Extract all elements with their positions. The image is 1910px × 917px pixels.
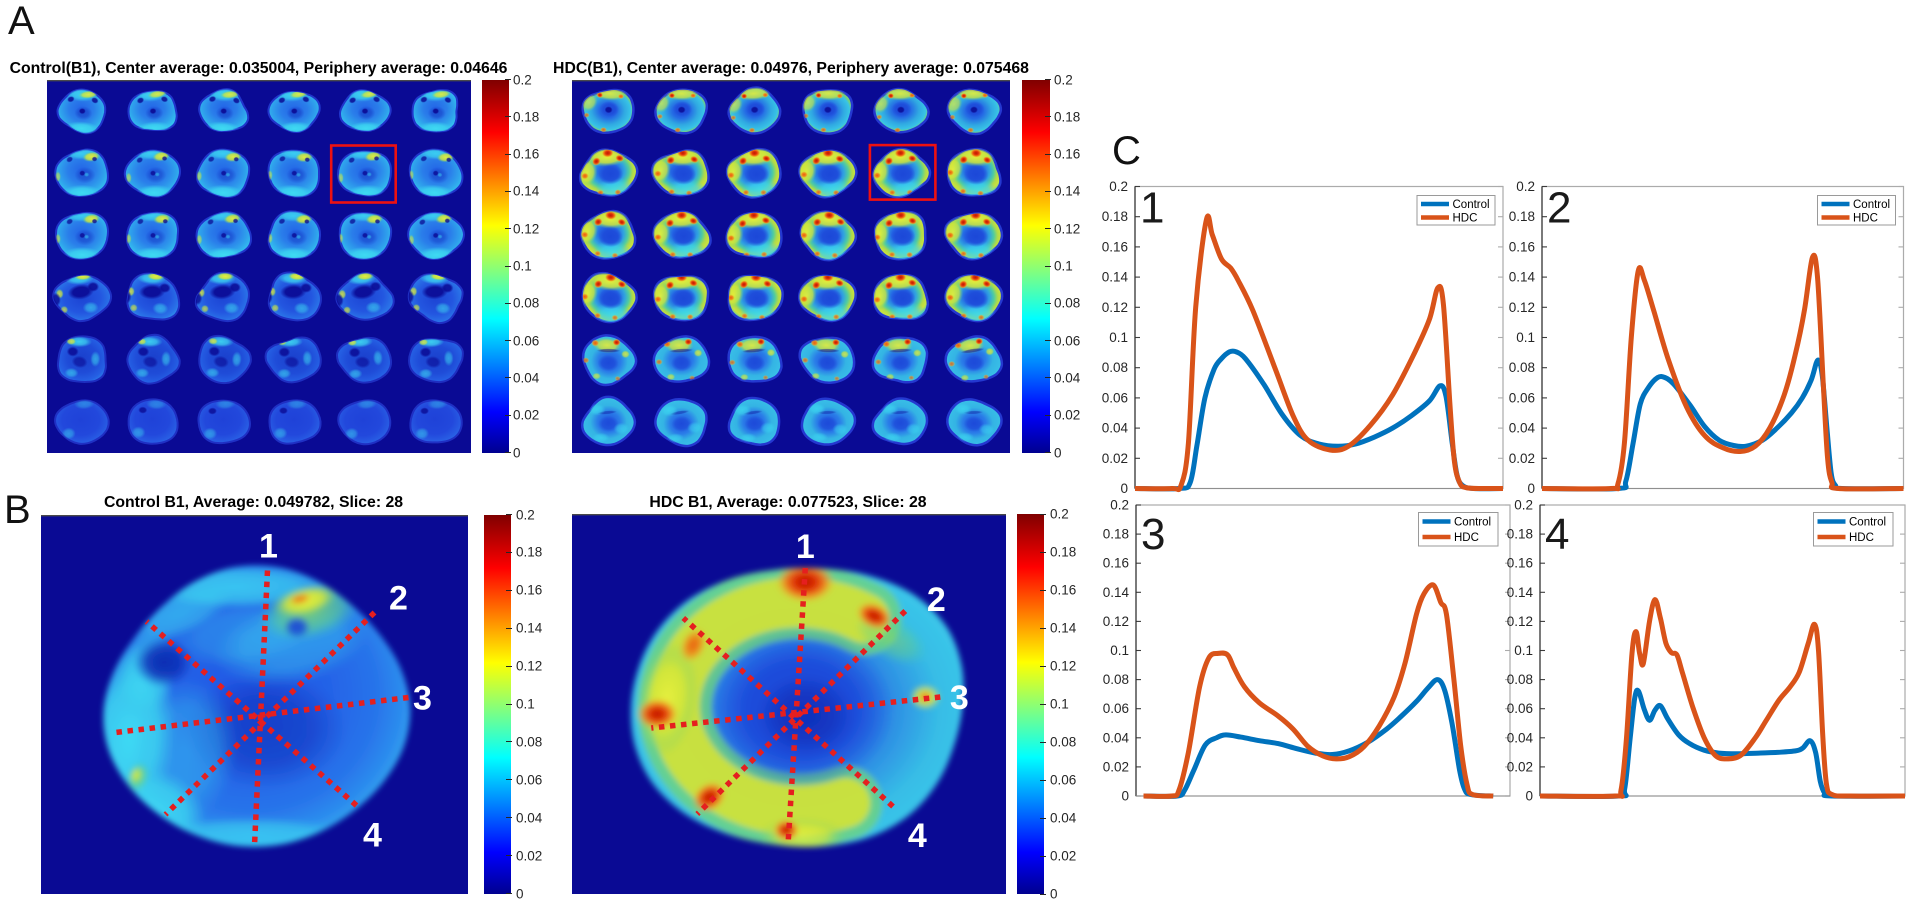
svg-text:0.12: 0.12 bbox=[1103, 614, 1129, 629]
svg-text:0.12: 0.12 bbox=[1102, 300, 1128, 315]
svg-text:3: 3 bbox=[1141, 510, 1165, 559]
svg-text:0.06: 0.06 bbox=[1509, 390, 1535, 405]
svg-text:0.18: 0.18 bbox=[1103, 527, 1129, 542]
svg-text:1: 1 bbox=[259, 527, 278, 565]
svg-text:0.08: 0.08 bbox=[1509, 360, 1535, 375]
svg-text:0.02: 0.02 bbox=[1102, 451, 1128, 466]
svg-text:0.02: 0.02 bbox=[1509, 451, 1535, 466]
svg-text:0.12: 0.12 bbox=[1507, 614, 1533, 629]
svg-text:0.06: 0.06 bbox=[1102, 390, 1128, 405]
svg-text:0: 0 bbox=[1527, 481, 1535, 496]
svg-text:0.14: 0.14 bbox=[1507, 585, 1534, 600]
svg-text:HDC: HDC bbox=[1853, 213, 1878, 225]
svg-text:0.06: 0.06 bbox=[1507, 701, 1533, 716]
svg-text:2: 2 bbox=[389, 579, 408, 617]
svg-text:0.1: 0.1 bbox=[1514, 643, 1533, 658]
svg-text:1: 1 bbox=[1140, 184, 1164, 233]
svg-text:0.16: 0.16 bbox=[1509, 239, 1535, 254]
svg-text:0.14: 0.14 bbox=[1102, 270, 1129, 285]
svg-text:0.2: 0.2 bbox=[1514, 498, 1533, 513]
svg-text:0.12: 0.12 bbox=[1509, 300, 1535, 315]
svg-text:Control: Control bbox=[1853, 199, 1890, 211]
svg-text:Control: Control bbox=[1454, 517, 1491, 529]
svg-text:0.08: 0.08 bbox=[1103, 672, 1129, 687]
svg-text:0.02: 0.02 bbox=[1103, 759, 1129, 774]
svg-text:0.14: 0.14 bbox=[1509, 270, 1536, 285]
svg-text:Control: Control bbox=[1849, 517, 1886, 529]
svg-text:0.18: 0.18 bbox=[1509, 209, 1535, 224]
svg-text:0.18: 0.18 bbox=[1102, 209, 1128, 224]
svg-text:0.14: 0.14 bbox=[1103, 585, 1130, 600]
svg-text:0.08: 0.08 bbox=[1507, 672, 1533, 687]
svg-text:0.1: 0.1 bbox=[1110, 643, 1129, 658]
svg-text:0.1: 0.1 bbox=[1109, 330, 1128, 345]
svg-text:0.2: 0.2 bbox=[1110, 498, 1129, 513]
svg-text:2: 2 bbox=[927, 581, 946, 619]
svg-text:0.2: 0.2 bbox=[1109, 179, 1128, 194]
svg-text:0.02: 0.02 bbox=[1507, 759, 1533, 774]
svg-text:0.18: 0.18 bbox=[1507, 527, 1533, 542]
svg-text:0: 0 bbox=[1525, 789, 1533, 804]
svg-text:Control: Control bbox=[1453, 199, 1490, 211]
svg-text:0.04: 0.04 bbox=[1509, 421, 1536, 436]
svg-text:3: 3 bbox=[413, 679, 432, 717]
svg-text:3: 3 bbox=[950, 679, 969, 717]
svg-text:2: 2 bbox=[1547, 184, 1571, 233]
svg-text:0: 0 bbox=[1120, 481, 1128, 496]
svg-text:HDC: HDC bbox=[1454, 532, 1479, 544]
svg-text:0: 0 bbox=[1121, 789, 1129, 804]
svg-text:0.16: 0.16 bbox=[1507, 556, 1533, 571]
svg-text:0.16: 0.16 bbox=[1102, 239, 1128, 254]
svg-text:0.1: 0.1 bbox=[1516, 330, 1535, 345]
svg-text:4: 4 bbox=[908, 817, 927, 855]
svg-text:4: 4 bbox=[363, 816, 382, 854]
svg-text:HDC: HDC bbox=[1849, 532, 1874, 544]
svg-text:1: 1 bbox=[796, 528, 815, 566]
svg-text:0.08: 0.08 bbox=[1102, 360, 1128, 375]
svg-text:0.16: 0.16 bbox=[1103, 556, 1129, 571]
svg-text:HDC: HDC bbox=[1453, 213, 1478, 225]
svg-text:0.2: 0.2 bbox=[1516, 179, 1535, 194]
svg-text:0.04: 0.04 bbox=[1507, 730, 1534, 745]
svg-text:0.04: 0.04 bbox=[1103, 730, 1130, 745]
svg-text:4: 4 bbox=[1545, 510, 1569, 559]
svg-text:0.04: 0.04 bbox=[1102, 421, 1129, 436]
svg-text:0.06: 0.06 bbox=[1103, 701, 1129, 716]
